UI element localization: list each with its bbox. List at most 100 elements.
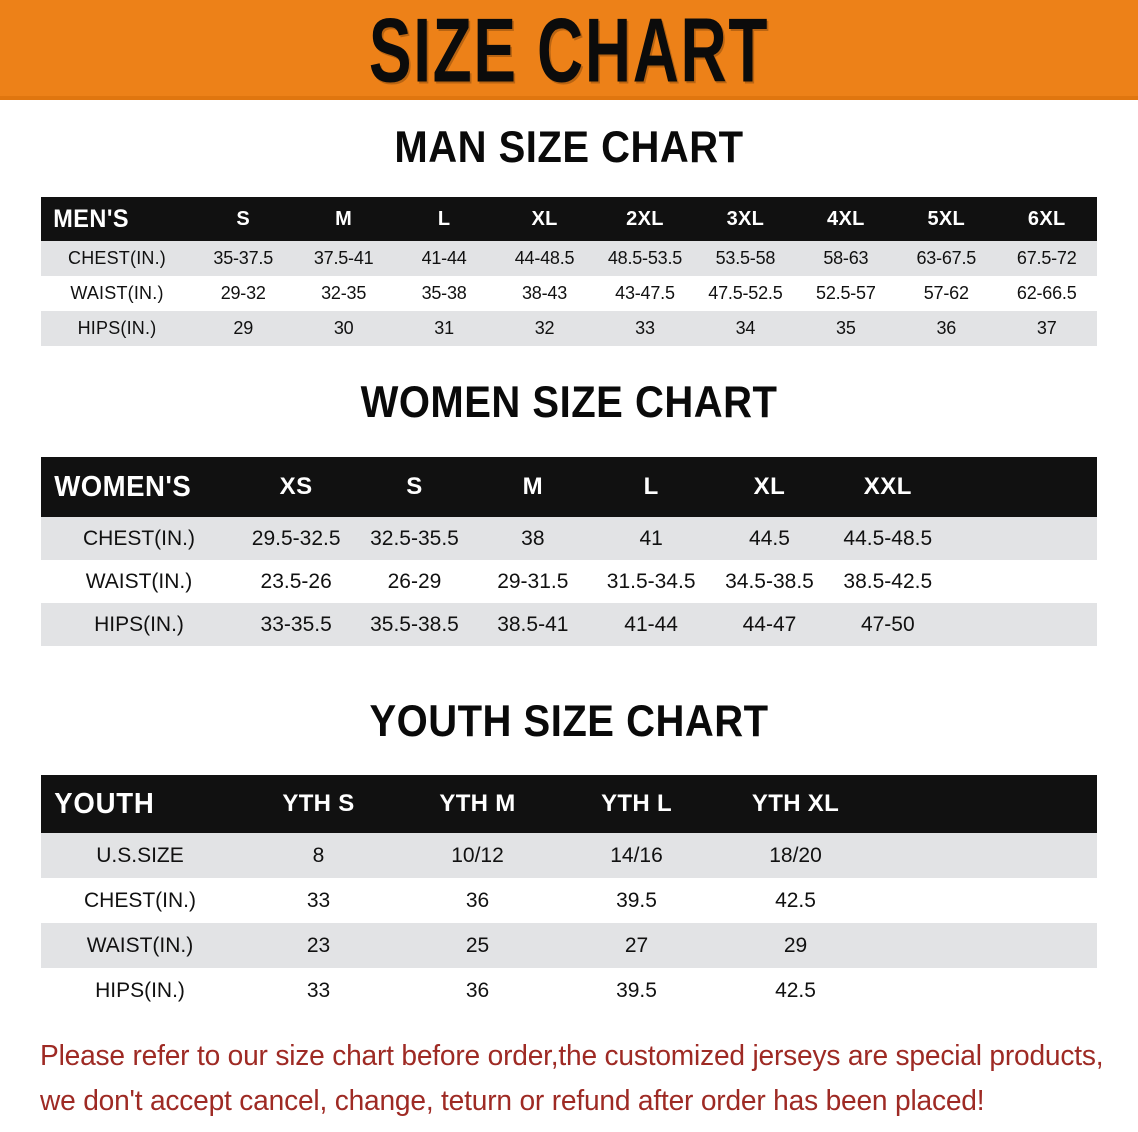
man-cell-1-5: 48.5-53.5 — [607, 248, 683, 268]
youth-corner-label: YOUTH — [54, 787, 155, 820]
man-cell-3-7: 35 — [836, 318, 856, 338]
women-cell-2-3: 29-31.5 — [497, 569, 569, 593]
man-column-header-4: XL — [531, 207, 558, 230]
man-cell-1-1: 35-37.5 — [213, 248, 274, 268]
youth-cell-1-4: 18/20 — [769, 843, 822, 867]
man-cell-2-1: 29-32 — [220, 283, 266, 303]
table-row: U.S.SIZE 8 10/12 14/16 18/20 — [41, 833, 1097, 878]
youth-column-header-1: YTH S — [282, 790, 355, 817]
youth-cell-3-2: 25 — [465, 933, 490, 957]
women-cell-1-6: 44.5-48.5 — [843, 526, 933, 550]
youth-size-table: YOUTH YTH S YTH M YTH L YTH XL U.S.SIZE 8 10/12… — [41, 775, 1097, 1013]
man-table-header-row: MEN'S S M L XL 2XL 3XL 4XL 5XL 6XL — [41, 197, 1097, 241]
women-row-label: CHEST(IN.) — [83, 526, 195, 550]
youth-cell-2-2: 36 — [465, 888, 490, 912]
women-cell-1-3: 38 — [521, 526, 545, 550]
youth-cell-1-3: 14/16 — [610, 843, 663, 867]
women-column-header-6: XXL — [863, 473, 912, 500]
women-column-header-5: XL — [753, 473, 786, 500]
youth-row-label: U.S.SIZE — [96, 843, 184, 867]
man-cell-2-8: 57-62 — [923, 283, 969, 303]
women-cell-3-6: 47-50 — [860, 612, 915, 636]
man-column-header-6: 3XL — [726, 207, 765, 230]
table-row: CHEST(IN.) 29.5-32.5 32.5-35.5 38 41 44.5 44.5… — [41, 517, 1097, 560]
women-cell-2-4: 31.5-34.5 — [606, 569, 696, 593]
women-column-header-1: XS — [279, 473, 313, 500]
man-cell-1-8: 63-67.5 — [916, 248, 977, 268]
man-row-label: CHEST(IN.) — [68, 248, 166, 268]
table-row: HIPS(IN.) 33 36 39.5 42.5 — [41, 968, 1097, 1013]
man-column-header-1: S — [236, 207, 251, 230]
women-cell-1-5: 44.5 — [749, 526, 790, 550]
youth-cell-3-1: 23 — [306, 933, 331, 957]
man-cell-2-6: 47.5-52.5 — [708, 283, 783, 303]
youth-column-header-3: YTH L — [601, 790, 672, 817]
youth-cell-4-4: 42.5 — [775, 978, 816, 1002]
man-cell-1-6: 53.5-58 — [715, 248, 776, 268]
man-column-header-5: 2XL — [626, 207, 664, 230]
women-cell-3-3: 38.5-41 — [497, 612, 569, 636]
man-cell-1-2: 37.5-41 — [313, 248, 374, 268]
man-cell-3-5: 33 — [635, 318, 655, 338]
man-cell-3-1: 29 — [233, 318, 254, 338]
women-table-header-row: WOMEN'S XS S M L XL XXL — [41, 457, 1097, 517]
women-cell-2-6: 38.5-42.5 — [843, 569, 933, 593]
women-section-title: WOMEN SIZE CHART — [360, 378, 778, 428]
youth-section-title: YOUTH SIZE CHART — [369, 697, 769, 747]
youth-row-label: HIPS(IN.) — [95, 978, 185, 1002]
women-column-header-2: S — [406, 473, 423, 500]
man-size-table: MEN'S S M L XL 2XL 3XL 4XL 5XL 6XL CHEST(IN.) 35-37… — [41, 197, 1097, 346]
banner-bottom-edge — [0, 96, 1138, 100]
man-cell-3-6: 34 — [735, 318, 756, 338]
youth-cell-1-1: 8 — [312, 843, 325, 867]
table-row: WAIST(IN.) 23 25 27 29 — [41, 923, 1097, 968]
women-cell-3-2: 35.5-38.5 — [370, 612, 459, 636]
youth-cell-2-3: 39.5 — [616, 888, 657, 912]
disclaimer-line-2: we don't accept cancel, change, teturn o… — [40, 1085, 985, 1117]
disclaimer-note: Please refer to our size chart before or… — [40, 1034, 1104, 1124]
man-column-header-7: 4XL — [827, 207, 865, 230]
man-column-header-2: M — [335, 207, 353, 230]
man-row-label: WAIST(IN.) — [70, 283, 164, 303]
man-cell-2-9: 62-66.5 — [1016, 283, 1077, 303]
women-cell-3-4: 41-44 — [624, 612, 678, 636]
youth-cell-4-1: 33 — [306, 978, 331, 1002]
man-cell-1-3: 41-44 — [421, 248, 467, 268]
women-size-table: WOMEN'S XS S M L XL XXL CHEST(IN.) 29.5-32.5 32.5… — [41, 457, 1097, 646]
women-cell-1-1: 29.5-32.5 — [251, 526, 341, 550]
man-cell-2-3: 35-38 — [421, 283, 467, 303]
table-row: WAIST(IN.) 29-32 32-35 35-38 38-43 43-47.5 47.… — [41, 276, 1097, 311]
man-cell-3-4: 32 — [534, 318, 555, 338]
man-cell-2-7: 52.5-57 — [816, 283, 876, 303]
youth-cell-4-3: 39.5 — [616, 978, 657, 1002]
man-cell-1-9: 67.5-72 — [1016, 248, 1077, 268]
women-corner-label: WOMEN'S — [54, 470, 192, 503]
man-row-label: HIPS(IN.) — [77, 318, 157, 338]
page-banner: SIZE CHART — [0, 0, 1138, 100]
youth-row-label: WAIST(IN.) — [86, 933, 194, 957]
man-section-title: MAN SIZE CHART — [394, 123, 744, 173]
table-row: CHEST(IN.) 33 36 39.5 42.5 — [41, 878, 1097, 923]
youth-column-header-4: YTH XL — [751, 790, 840, 817]
women-column-header-4: L — [643, 473, 659, 500]
disclaimer-line-1: Please refer to our size chart before or… — [40, 1040, 1104, 1072]
women-cell-3-1: 33-35.5 — [260, 612, 332, 636]
man-cell-1-4: 44-48.5 — [514, 248, 575, 268]
youth-cell-2-1: 33 — [306, 888, 331, 912]
man-column-header-8: 5XL — [927, 207, 966, 230]
man-cell-3-3: 31 — [434, 318, 454, 338]
man-cell-3-2: 30 — [333, 318, 354, 338]
women-cell-2-1: 23.5-26 — [260, 569, 332, 593]
women-cell-1-2: 32.5-35.5 — [370, 526, 459, 550]
table-row: HIPS(IN.) 33-35.5 35.5-38.5 38.5-41 41-44 44-… — [41, 603, 1097, 646]
youth-cell-3-4: 29 — [783, 933, 808, 957]
youth-table-header-row: YOUTH YTH S YTH M YTH L YTH XL — [41, 775, 1097, 833]
table-row: WAIST(IN.) 23.5-26 26-29 29-31.5 31.5-34.5 34… — [41, 560, 1097, 603]
table-row: CHEST(IN.) 35-37.5 37.5-41 41-44 44-48.5 48.5… — [41, 241, 1097, 276]
man-cell-1-7: 58-63 — [823, 248, 869, 268]
banner-title: SIZE CHART — [368, 0, 770, 100]
women-cell-2-2: 26-29 — [387, 569, 442, 593]
man-cell-2-5: 43-47.5 — [615, 283, 675, 303]
youth-cell-4-2: 36 — [465, 978, 490, 1002]
